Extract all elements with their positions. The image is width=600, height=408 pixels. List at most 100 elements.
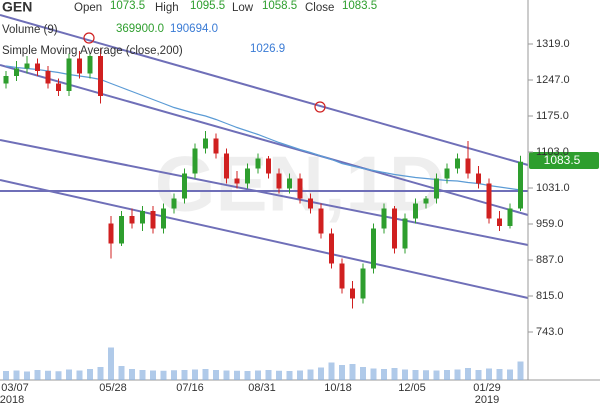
candle-body	[507, 208, 513, 226]
y-tick-label: 743.0	[536, 326, 564, 338]
volume-bar	[475, 370, 482, 380]
y-tick-label: 1175.0	[536, 110, 569, 122]
volume-bar	[171, 370, 177, 380]
y-tick-label: 1319.0	[536, 38, 570, 50]
year-label: 2018	[0, 394, 24, 406]
candle-body	[465, 158, 471, 174]
candle-body	[119, 216, 124, 244]
volume-bar	[24, 371, 30, 380]
volume-bar	[423, 370, 429, 380]
close-value: 1083.5	[342, 0, 377, 12]
candle-body	[381, 208, 387, 229]
volume-bar	[276, 370, 282, 380]
candle-body	[444, 168, 450, 179]
volume-bar	[108, 347, 114, 380]
volume-bar	[3, 371, 9, 380]
volume-bar	[255, 370, 261, 380]
volume-bar	[202, 369, 209, 380]
volume-bar	[496, 369, 503, 380]
volume-label: Volume (9)	[2, 24, 58, 36]
low-label: Low	[232, 2, 254, 14]
candle-body	[77, 58, 82, 74]
candle-body	[182, 173, 187, 199]
volume-bar	[297, 370, 303, 380]
candle-body	[245, 168, 250, 184]
volume-bar	[34, 370, 41, 380]
candle-body	[297, 178, 303, 199]
volume-bar	[381, 369, 387, 380]
candle-body	[350, 288, 355, 299]
y-tick-label: 1031.0	[536, 182, 570, 194]
candle-body	[3, 76, 9, 84]
volume-bar	[265, 370, 272, 380]
candle-body	[24, 63, 30, 69]
y-tick-label: 887.0	[536, 254, 564, 266]
high-label: High	[155, 2, 179, 14]
candle-body	[87, 56, 93, 74]
candle-body	[213, 138, 219, 154]
candle-body	[497, 218, 502, 226]
candle-body	[318, 208, 324, 234]
volume-bar	[87, 369, 93, 380]
candle-body	[455, 158, 460, 169]
candle-body	[308, 198, 313, 209]
volume-bar	[97, 367, 104, 380]
y-tick-label: 1247.0	[536, 74, 570, 86]
y-tick-label: 815.0	[536, 290, 564, 302]
candle-body	[129, 216, 135, 224]
candle-body	[255, 158, 261, 169]
volume-bar	[223, 370, 230, 380]
x-tick-label: 03/07	[1, 382, 29, 394]
volume-bar	[213, 370, 219, 380]
candle-body	[266, 158, 271, 174]
candle-body	[476, 173, 481, 184]
close-label: Close	[305, 2, 334, 14]
volume-bar	[286, 371, 293, 380]
volume-bar	[370, 368, 377, 380]
candle-body	[203, 138, 208, 149]
volume-bar	[307, 369, 314, 380]
trend-lines	[0, 14, 529, 299]
volume-bar	[360, 367, 366, 380]
x-tick-label: 05/28	[99, 382, 127, 394]
volume-value: 369900.0	[116, 23, 164, 35]
candle-body	[108, 223, 114, 244]
candle-body	[413, 203, 418, 219]
x-tick-label: 12/05	[398, 382, 426, 394]
candle-body	[423, 198, 429, 204]
candle-body	[150, 211, 156, 229]
candle-body	[224, 153, 229, 179]
volume-bar	[76, 370, 83, 380]
volume-bar	[349, 364, 356, 380]
volume-bar	[391, 368, 398, 380]
candle-body	[140, 211, 145, 224]
sma-value: 1026.9	[250, 43, 285, 55]
y-tick-label: 1103.0	[536, 146, 569, 158]
volume-bar	[13, 370, 20, 380]
candle-body	[171, 198, 177, 209]
candle-body	[35, 63, 40, 71]
x-tick-label: 08/31	[248, 382, 276, 394]
candle-body	[392, 208, 397, 249]
candle-body	[98, 56, 103, 96]
anchor-point	[83, 32, 95, 44]
volume-bar	[118, 366, 125, 380]
candle-body	[161, 208, 166, 229]
volume-bar	[160, 370, 167, 380]
volume-bar	[129, 369, 135, 380]
x-tick-label: 01/29	[473, 382, 501, 394]
high-value: 1095.5	[190, 0, 225, 12]
candle-body	[276, 173, 282, 189]
volume-avg: 190694.0	[170, 23, 218, 35]
candle-body	[402, 218, 408, 249]
volume-bar	[444, 370, 450, 380]
candle-body	[486, 183, 492, 219]
low-value: 1058.5	[262, 0, 297, 12]
candle-body	[339, 263, 345, 289]
candle-body	[66, 58, 72, 91]
last-price: 1083.5	[544, 153, 581, 167]
volume-bar	[181, 370, 188, 380]
candle-body	[371, 228, 376, 269]
volume-bar	[454, 369, 461, 380]
